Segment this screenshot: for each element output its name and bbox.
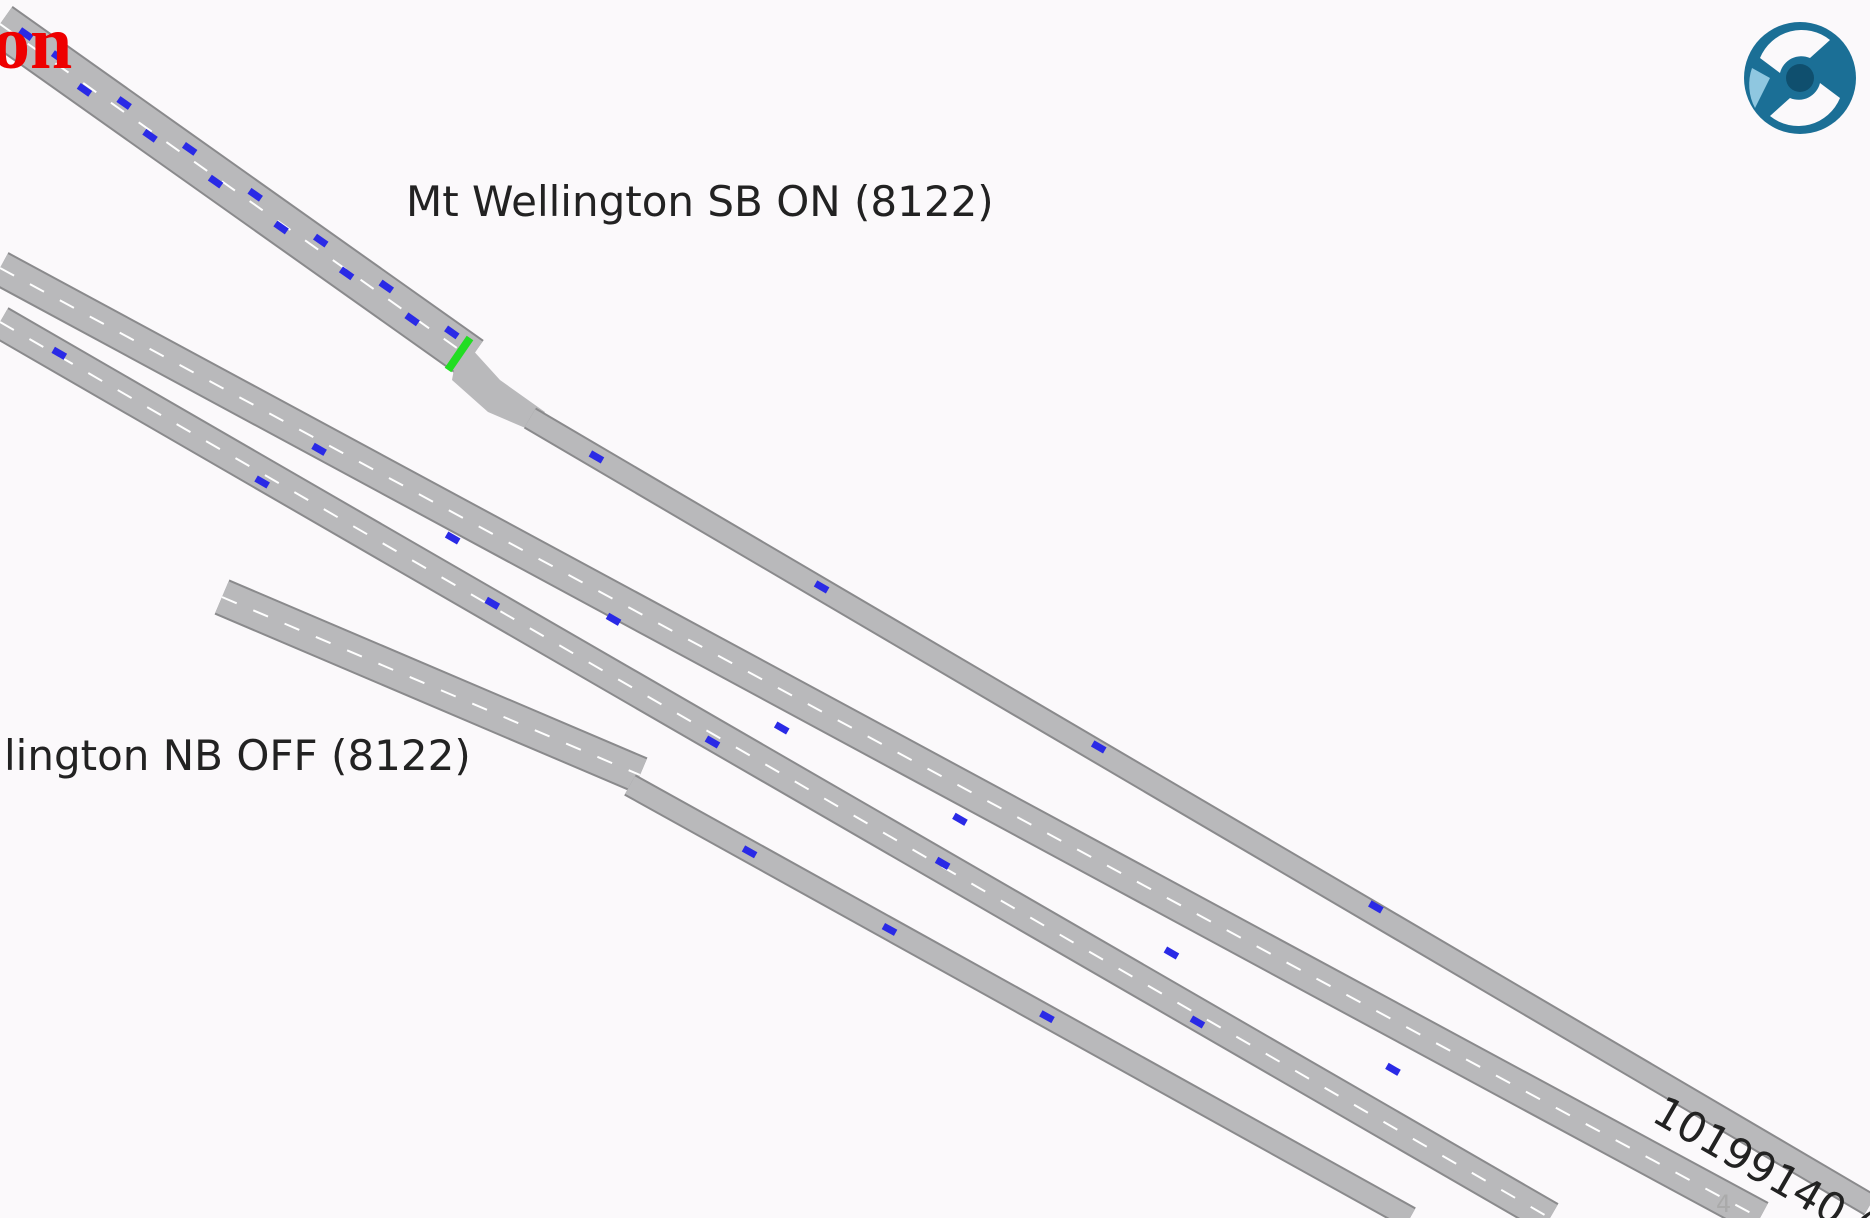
road-label: lington NB OFF (8122)	[4, 731, 471, 780]
page-number: 4	[1716, 1190, 1731, 1218]
logo-center	[1786, 64, 1814, 92]
road-label: Mt Wellington SB ON (8122)	[406, 177, 994, 226]
slide: on Mt Wellington SB ON (8122) lington NB…	[0, 0, 1870, 1218]
slide-title: on	[0, 1, 72, 85]
logo	[1744, 22, 1856, 134]
